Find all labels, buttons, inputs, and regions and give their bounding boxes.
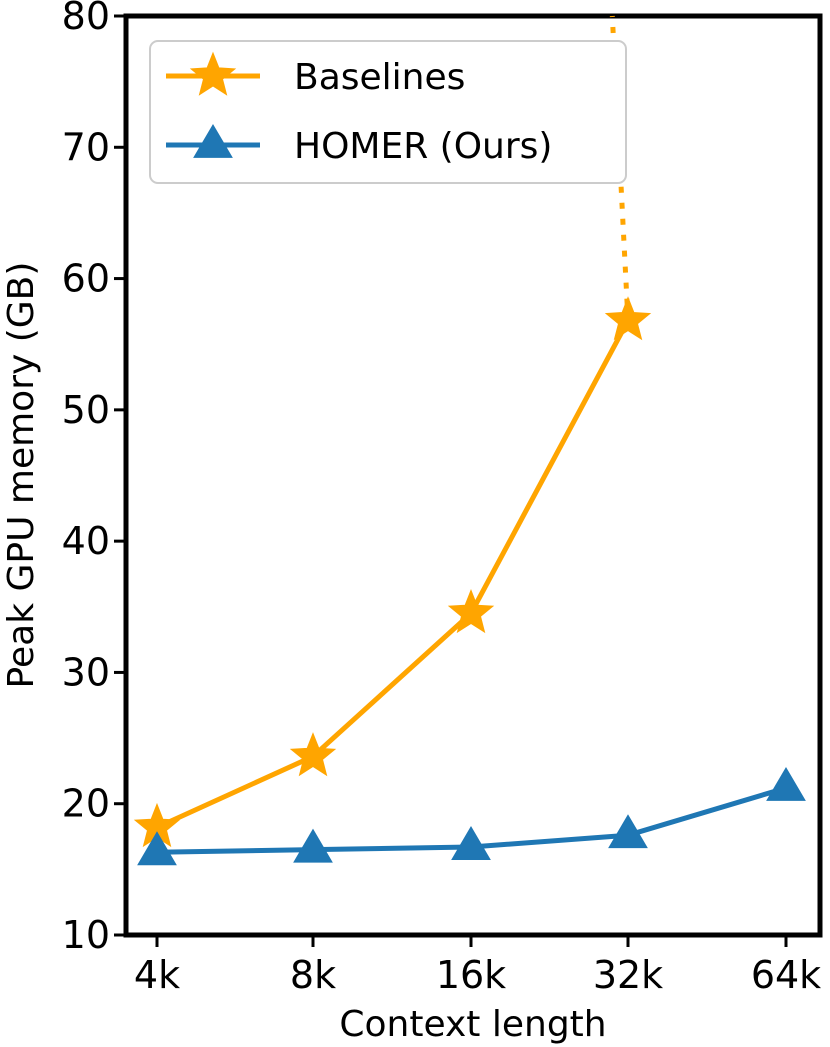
series-line — [155, 319, 631, 830]
legend-label-baselines: Baselines — [294, 57, 465, 98]
y-tick-label: 40 — [62, 519, 110, 563]
x-axis-ticks: 4k 8k 16k 32k 64k — [134, 935, 821, 997]
y-tick-label: 10 — [62, 913, 110, 957]
y-tick-label: 80 — [62, 0, 110, 38]
data-point — [604, 296, 652, 341]
x-tick-label: 32k — [593, 953, 663, 997]
y-axis-title: Peak GPU memory (GB) — [1, 262, 42, 689]
data-point — [447, 589, 495, 634]
x-tick-label: 8k — [290, 953, 336, 997]
x-axis-title: Context length — [339, 1004, 606, 1045]
y-tick-label: 50 — [62, 388, 110, 432]
data-point — [608, 814, 648, 849]
y-tick-label: 30 — [62, 650, 110, 694]
data-point — [137, 831, 177, 866]
series-extrapolation — [609, 15, 631, 321]
x-tick-label: 4k — [134, 953, 180, 997]
legend-label-homer: HOMER (Ours) — [294, 126, 552, 167]
y-tick-label: 20 — [62, 782, 110, 826]
plot-frame — [123, 13, 823, 938]
legend-marker-shape — [189, 51, 237, 96]
x-tick-label: 64k — [751, 953, 821, 997]
data-point — [451, 826, 491, 860]
y-tick-label: 60 — [62, 257, 110, 301]
y-tick-label: 70 — [62, 125, 110, 169]
data-point — [293, 828, 333, 863]
x-tick-label: 16k — [436, 953, 506, 997]
legend-marker-shape — [193, 124, 233, 158]
legend-marker-baselines — [189, 51, 237, 96]
legend-box — [149, 40, 627, 184]
legend: Baselines HOMER (Ours) — [149, 40, 627, 184]
series-layer — [133, 15, 806, 866]
legend-marker-homer — [193, 124, 233, 158]
data-point — [766, 766, 806, 801]
y-axis-ticks: 10 20 30 40 50 60 70 80 — [62, 0, 126, 957]
data-point — [289, 732, 337, 777]
series-1 — [137, 766, 806, 866]
